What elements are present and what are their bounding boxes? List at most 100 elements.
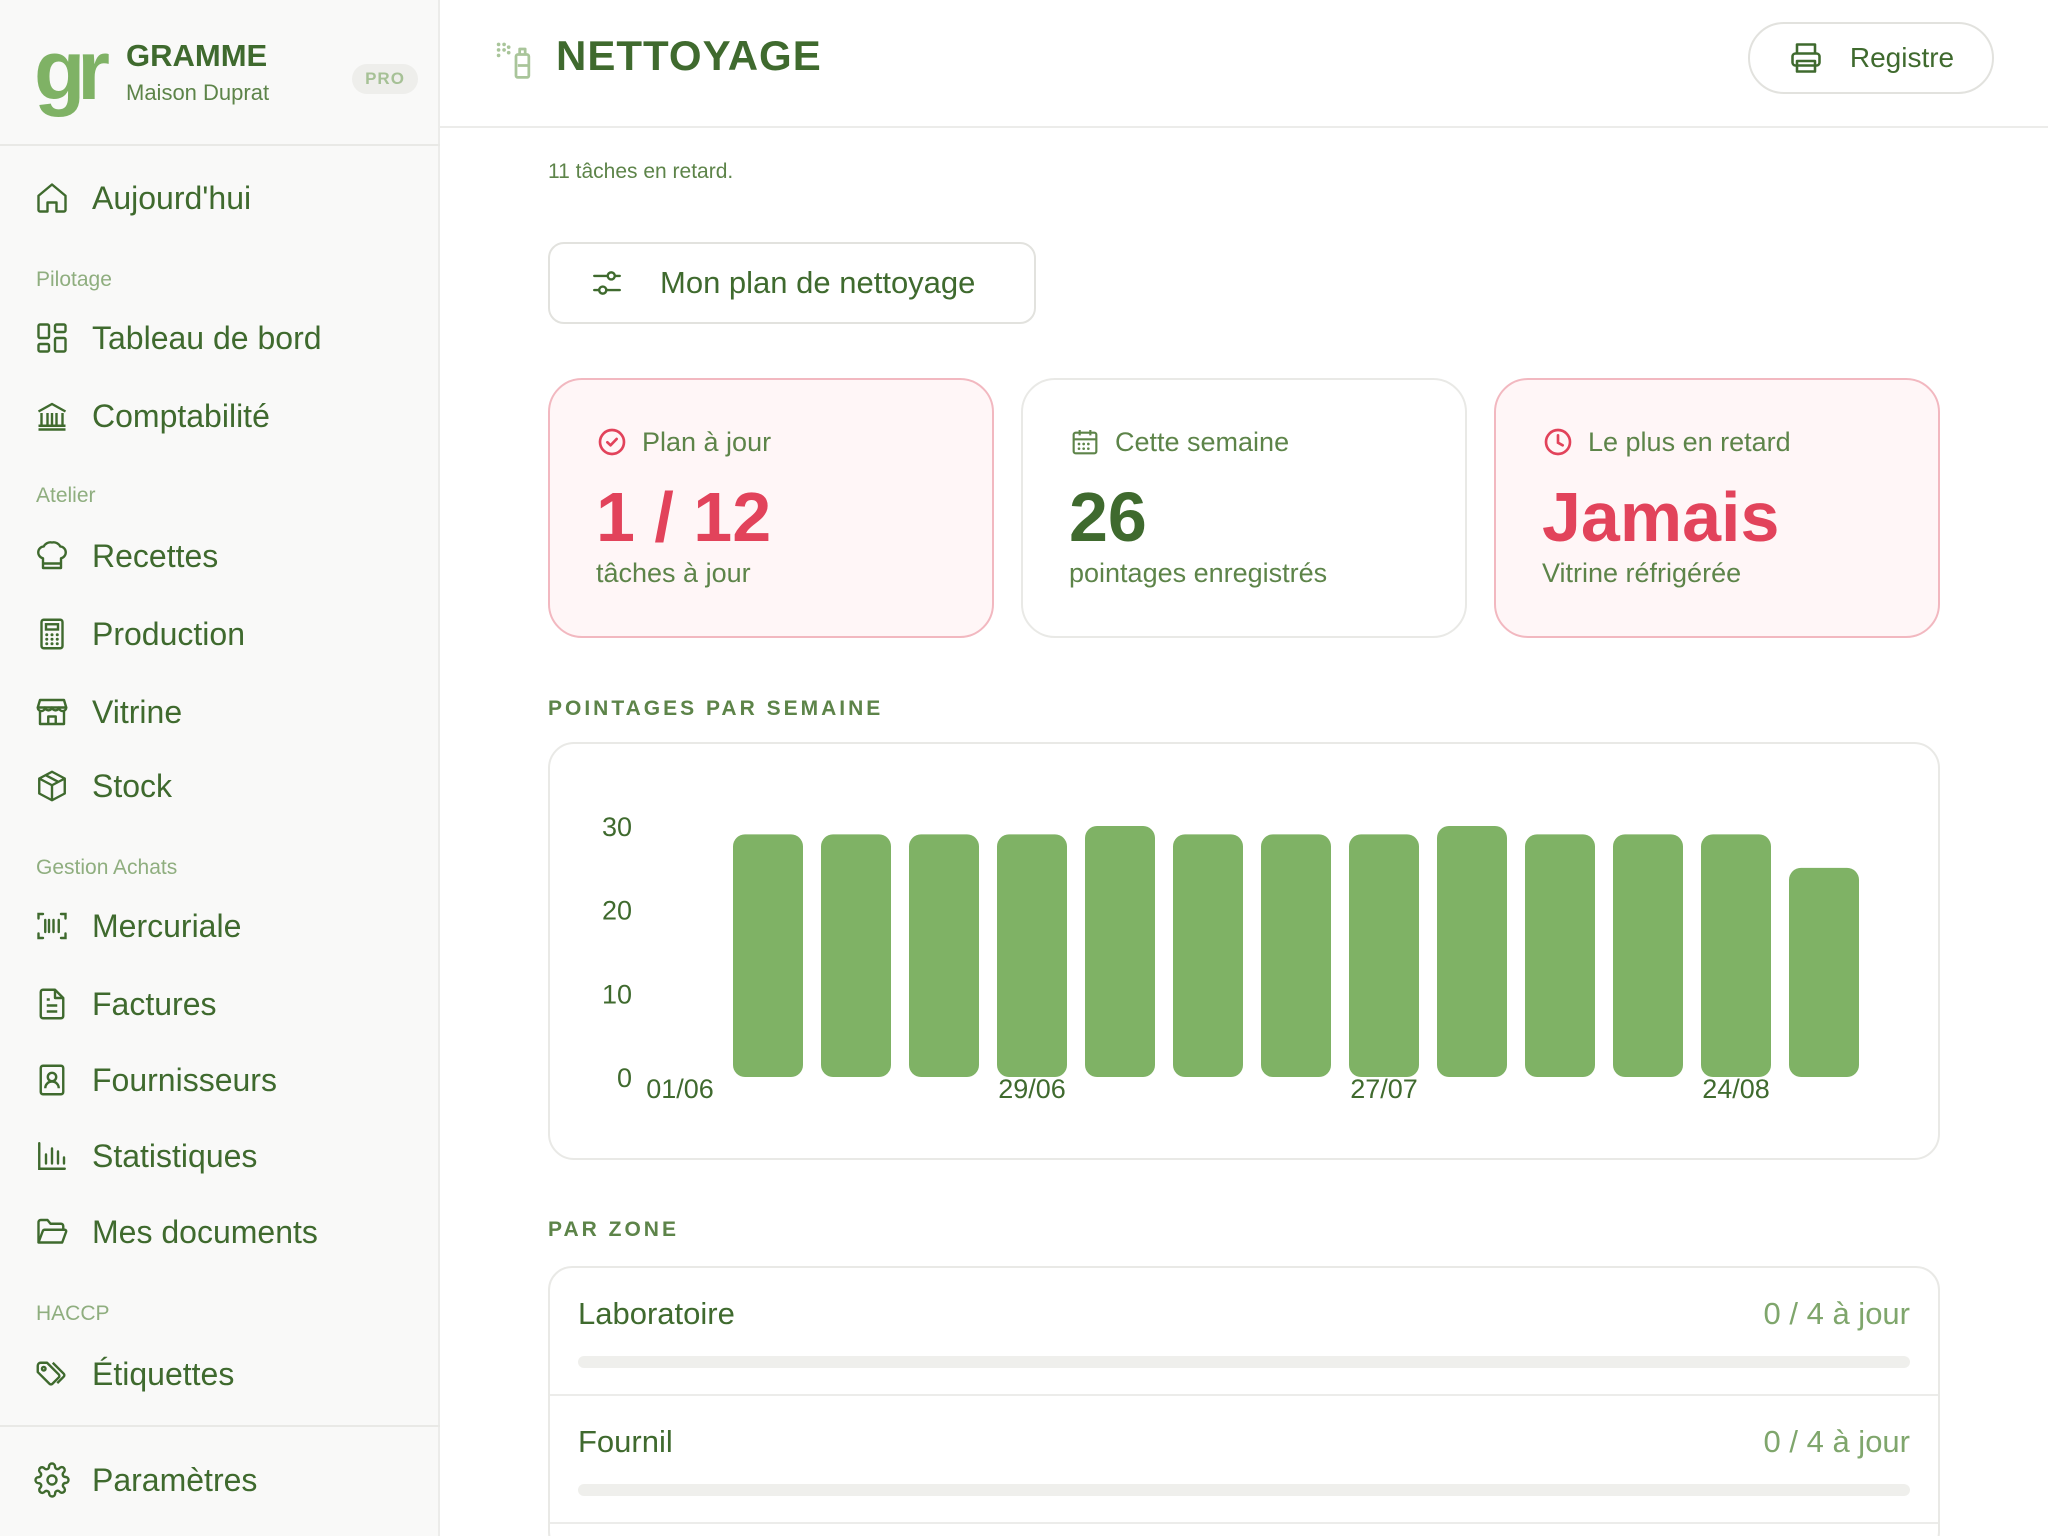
sidebar: gr GRAMME Maison Duprat PRO Aujourd'hui … [0, 0, 440, 1536]
page-title: NETTOYAGE [556, 32, 822, 79]
zones-list: Laboratoire 0 / 4 à jour Fournil 0 / 4 à… [548, 1266, 1940, 1536]
sidebar-item-label: Tableau de bord [92, 319, 322, 356]
zones-section-title: PAR ZONE [548, 1218, 679, 1241]
sidebar-item-comptabilite[interactable]: Comptabilité [34, 386, 414, 446]
zone-progress-track [578, 1484, 1910, 1496]
printer-icon [1791, 43, 1821, 73]
chart-bar[interactable] [1085, 826, 1155, 1077]
dashboard-grid-icon [37, 323, 67, 353]
pro-badge: PRO [352, 64, 418, 94]
zone-name: Fournil [578, 1424, 673, 1459]
chef-hat-icon [37, 541, 67, 570]
contact-book-icon [39, 1064, 65, 1096]
sidebar-item-parametres[interactable]: Paramètres [34, 1450, 414, 1510]
cleaning-plan-button[interactable]: Mon plan de nettoyage [548, 242, 1036, 324]
folder-open-icon [37, 1218, 68, 1244]
stat-card-subtitle: Vitrine réfrigérée [1542, 558, 1742, 588]
zone-status: 0 / 4 à jour [1763, 1424, 1910, 1459]
home-icon [37, 183, 67, 213]
sidebar-item-tableau-de-bord[interactable]: Tableau de bord [34, 308, 414, 368]
clock-icon [1544, 428, 1572, 456]
stat-card-subtitle: tâches à jour [596, 558, 751, 588]
sidebar-item-aujourdhui[interactable]: Aujourd'hui [34, 168, 414, 228]
stat-card-cette-semaine: Cette semaine 26 pointages enregistrés [1021, 378, 1467, 638]
sidebar-item-stock[interactable]: Stock [34, 756, 414, 816]
nav-section-pilotage: Pilotage [36, 268, 112, 291]
brand-name: GRAMME [126, 38, 268, 73]
sidebar-item-mes-documents[interactable]: Mes documents [34, 1202, 414, 1262]
stat-card-value: Jamais [1542, 478, 1780, 556]
sliders-icon [593, 271, 621, 295]
sidebar-item-label: Comptabilité [92, 397, 270, 434]
nav-section-gestion-achats: Gestion Achats [36, 856, 178, 879]
zone-name: Laboratoire [578, 1296, 735, 1331]
check-circle-icon [598, 428, 626, 456]
registre-button-label: Registre [1849, 42, 1955, 73]
chart-bar[interactable] [1525, 834, 1595, 1077]
sidebar-item-fournisseurs[interactable]: Fournisseurs [34, 1050, 414, 1110]
weekly-chart-card: 0 10 20 30 01/06 29/06 27/07 24/08 [548, 742, 1940, 1160]
sidebar-item-label: Mercuriale [92, 907, 242, 944]
stat-card-plan-a-jour: Plan à jour 1 / 12 tâches à jour [548, 378, 994, 638]
brand-header[interactable]: gr GRAMME Maison Duprat PRO [0, 0, 440, 146]
cleaning-plan-button-label: Mon plan de nettoyage [660, 265, 976, 300]
zone-status: 0 / 4 à jour [1763, 1296, 1910, 1331]
calendar-icon [1072, 430, 1098, 455]
sidebar-item-recettes[interactable]: Recettes [34, 526, 414, 586]
stat-card-value: 1 / 12 [596, 478, 772, 556]
stat-card-le-plus-en-retard: Le plus en retard Jamais Vitrine réfrigé… [1494, 378, 1940, 638]
stat-card-label: Le plus en retard [1588, 426, 1791, 457]
file-text-icon [39, 988, 65, 1020]
bank-icon [37, 402, 67, 431]
chart-bar[interactable] [1613, 834, 1683, 1077]
chart-bar[interactable] [733, 834, 803, 1077]
chart-bar[interactable] [1701, 834, 1771, 1077]
stat-card-label: Cette semaine [1115, 426, 1290, 457]
x-tick-label: 27/07 [1350, 1074, 1418, 1104]
x-tick-label: 29/06 [998, 1074, 1066, 1104]
chart-bar[interactable] [1261, 834, 1331, 1077]
chart-bar[interactable] [909, 834, 979, 1077]
sidebar-item-label: Stock [92, 767, 173, 804]
chart-bar[interactable] [1349, 834, 1419, 1077]
chart-bar[interactable] [1173, 834, 1243, 1077]
sidebar-divider [0, 1425, 440, 1427]
x-tick-label: 24/08 [1702, 1074, 1770, 1104]
y-tick-label: 10 [602, 979, 632, 1009]
sidebar-item-production[interactable]: Production [34, 604, 414, 664]
sidebar-item-label: Statistiques [92, 1137, 258, 1174]
late-tasks-text: 11 tâches en retard. [548, 160, 734, 183]
weekly-bar-chart: 0 10 20 30 01/06 29/06 27/07 24/08 [602, 812, 1859, 1104]
chart-section-title: POINTAGES PAR SEMAINE [548, 697, 884, 720]
chart-bar[interactable] [1437, 826, 1507, 1077]
sidebar-item-vitrine[interactable]: Vitrine [34, 682, 414, 742]
sidebar-item-label: Production [92, 615, 245, 652]
sidebar-item-label: Fournisseurs [92, 1061, 277, 1098]
sidebar-item-label: Factures [92, 985, 217, 1022]
nav-section-haccp: HACCP [36, 1302, 110, 1325]
sidebar-item-label: Paramètres [92, 1461, 258, 1498]
sidebar-item-etiquettes[interactable]: Étiquettes [34, 1344, 414, 1404]
y-tick-label: 0 [617, 1063, 632, 1093]
sidebar-item-label: Recettes [92, 537, 219, 574]
sidebar-item-label: Étiquettes [92, 1355, 235, 1392]
sidebar-item-label: Vitrine [92, 693, 183, 730]
tags-icon [36, 1361, 66, 1386]
brand-logo: gr [34, 23, 110, 117]
spray-bottle-icon [496, 42, 531, 79]
zone-progress-track [578, 1356, 1910, 1368]
sidebar-item-mercuriale[interactable]: Mercuriale [34, 896, 414, 956]
zone-row-fournil[interactable]: Fournil 0 / 4 à jour [550, 1396, 1938, 1524]
package-icon [38, 770, 66, 802]
chart-bar[interactable] [997, 834, 1067, 1077]
chart-bar[interactable] [1789, 867, 1859, 1077]
sidebar-item-factures[interactable]: Factures [34, 974, 414, 1034]
stat-card-label: Plan à jour [642, 426, 772, 457]
chart-bar[interactable] [821, 834, 891, 1077]
sidebar-item-statistiques[interactable]: Statistiques [34, 1126, 414, 1186]
sidebar-item-label: Aujourd'hui [92, 179, 252, 216]
registre-button[interactable]: Registre [1748, 22, 1994, 94]
zone-row-laboratoire[interactable]: Laboratoire 0 / 4 à jour [550, 1268, 1938, 1396]
sidebar-item-label: Mes documents [92, 1213, 318, 1250]
brand-subtitle: Maison Duprat [126, 80, 270, 105]
